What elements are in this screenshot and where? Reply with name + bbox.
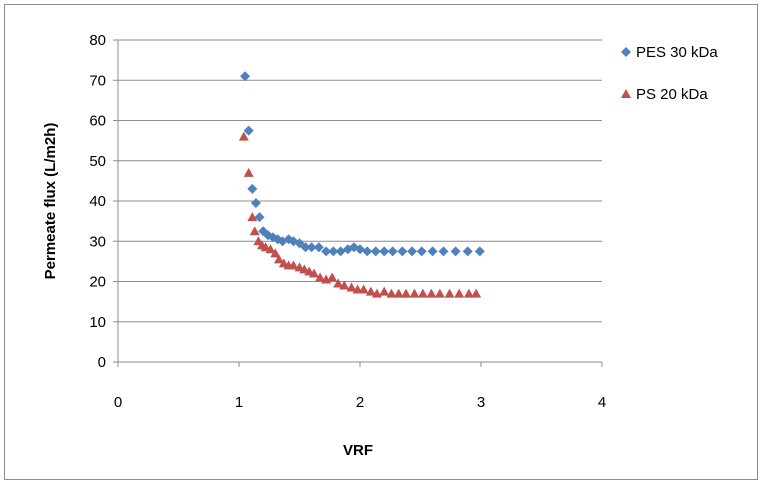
point-pes [362,246,373,257]
point-ps [265,244,276,254]
legend-label-ps: PS 20 kDa [636,86,708,103]
point-pes [313,242,324,253]
y-tick-label: 60 [89,113,106,130]
point-ps [434,288,445,298]
point-pes [474,246,485,257]
point-pes [387,246,398,257]
point-pes [397,246,408,257]
point-ps [249,226,260,236]
point-pes [416,246,427,257]
point-ps [238,131,249,141]
legend-marker-pes [621,47,631,57]
point-ps [409,288,420,298]
point-pes [328,246,339,257]
point-ps [273,254,284,264]
y-tick-label: 70 [89,72,106,89]
point-ps [309,268,320,278]
y-tick-label: 10 [89,314,106,331]
data-points [238,71,485,298]
y-tick-labels: 0 10 20 30 40 50 60 70 80 [89,32,106,371]
legend-label-pes: PES 30 kDa [636,44,718,61]
y-tick-label: 30 [89,233,106,250]
x-tick-label: 0 [114,394,122,411]
point-ps [339,280,350,290]
point-pes [370,246,381,257]
point-ps [365,286,376,296]
point-pes [321,246,332,257]
point-pes [438,246,449,257]
x-axis-title: VRF [343,442,373,459]
legend-marker-ps [621,89,631,98]
point-ps [393,288,404,298]
point-ps [327,272,338,282]
point-ps [444,288,455,298]
x-tick-label: 1 [235,394,243,411]
point-pes [247,183,258,194]
point-ps [270,248,281,258]
point-pes [407,246,418,257]
point-pes [294,238,305,249]
point-pes [240,71,251,82]
point-pes [335,246,346,257]
point-ps [247,212,258,222]
point-pes [254,212,265,223]
point-ps [400,288,411,298]
point-ps [379,286,390,296]
point-ps [243,167,254,177]
y-tick-label: 80 [89,32,106,49]
point-pes [379,246,390,257]
point-ps [333,278,344,288]
point-ps [471,288,482,298]
point-ps [346,282,357,292]
point-pes [462,246,473,257]
point-ps [358,284,369,294]
point-ps [315,272,326,282]
point-ps [288,260,299,270]
point-ps [454,288,465,298]
point-pes [250,198,261,209]
y-tick-label: 50 [89,153,106,170]
point-ps [426,288,437,298]
y-tick-label: 0 [98,354,106,371]
point-pes [450,246,461,257]
legend: PES 30 kDa PS 20 kDa [621,44,718,103]
point-ps [417,288,428,298]
gridlines [113,39,603,367]
point-pes [300,242,311,253]
point-pes [243,125,254,136]
point-pes [355,244,365,255]
x-tick-labels: 0 1 2 3 4 [114,394,606,411]
axes [117,40,602,363]
x-tick-label: 4 [598,394,606,411]
point-ps [463,288,474,298]
y-tick-label: 20 [89,274,106,291]
x-tick-label: 3 [477,394,485,411]
chart-frame [4,4,758,480]
point-pes [427,246,438,257]
point-pes [306,242,317,253]
y-axis-title: Permeate flux (L/m2h) [42,123,59,280]
x-tick-label: 2 [356,394,364,411]
point-ps [386,288,397,298]
y-tick-label: 40 [89,193,106,210]
